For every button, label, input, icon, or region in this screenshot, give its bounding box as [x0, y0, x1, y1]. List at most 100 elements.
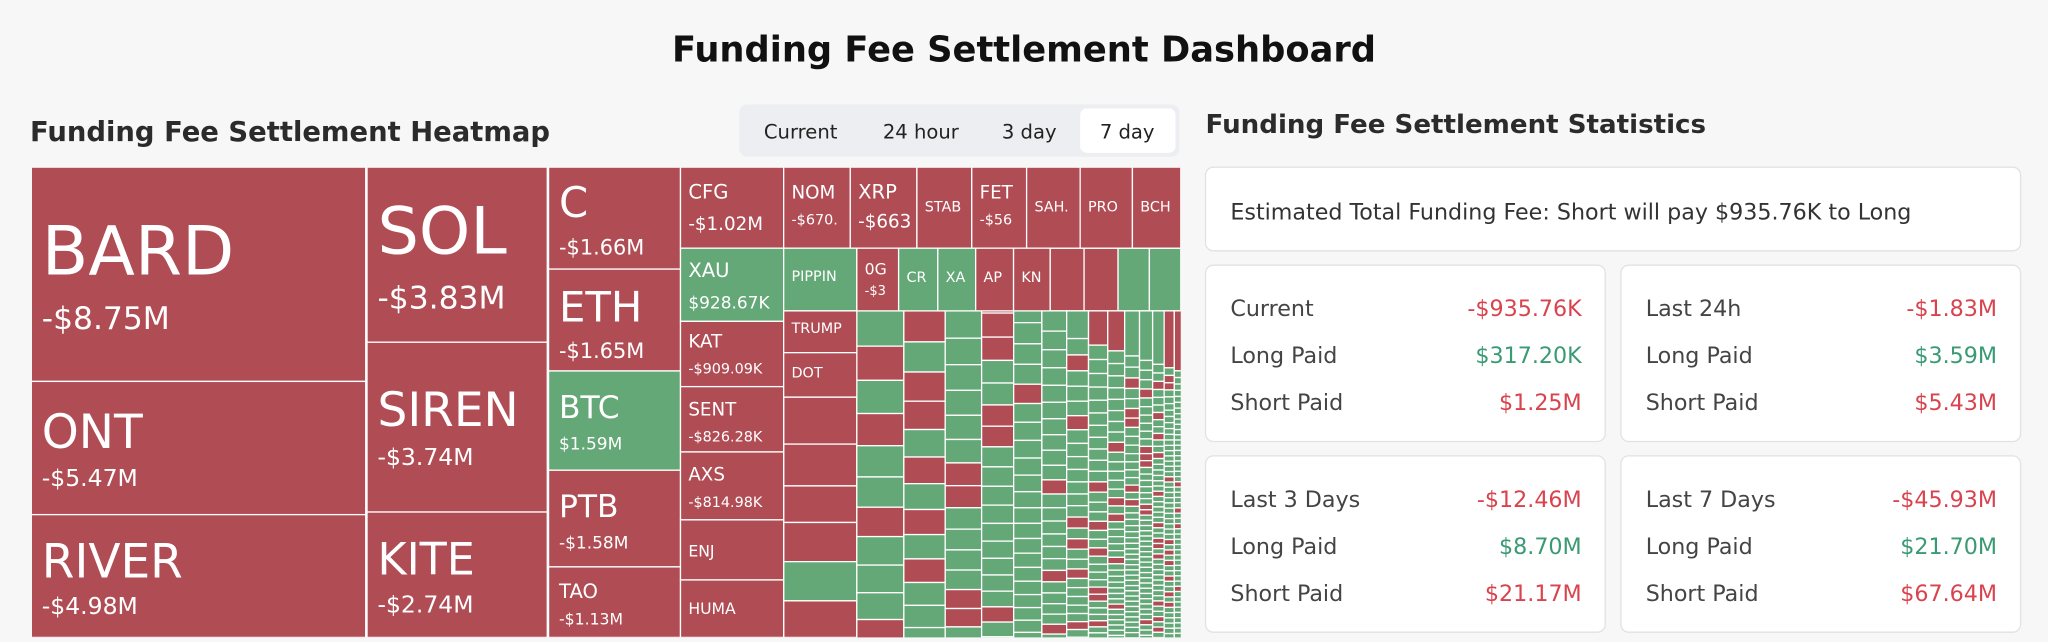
tile[interactable] [366, 511, 548, 638]
tile[interactable] [897, 247, 939, 312]
tile [1173, 310, 1181, 372]
tile [1173, 522, 1181, 530]
tile [1041, 367, 1068, 386]
tile [1087, 501, 1109, 513]
tile [1151, 574, 1165, 581]
tile [980, 540, 1015, 559]
stat-label: Long Paid [1230, 343, 1337, 369]
tile[interactable] [1131, 167, 1181, 249]
tile [1138, 613, 1154, 621]
tile [1138, 492, 1154, 500]
tile[interactable] [547, 370, 682, 471]
tile [1087, 481, 1109, 493]
tile[interactable] [679, 167, 785, 249]
tile [1151, 595, 1165, 602]
tile[interactable] [679, 247, 785, 322]
tile [903, 428, 946, 458]
tile [1163, 517, 1175, 525]
tile[interactable] [1012, 247, 1051, 312]
tile [1123, 621, 1141, 629]
tile [783, 443, 858, 487]
tile [856, 592, 905, 621]
tile [944, 507, 983, 530]
tile [1151, 553, 1165, 560]
tile-label: HUMA [688, 599, 736, 618]
tab[interactable]: 7 day [1100, 120, 1155, 143]
tile[interactable] [679, 385, 785, 453]
tile[interactable] [366, 341, 548, 513]
tile [1151, 469, 1165, 477]
tile [1173, 549, 1181, 556]
tab[interactable]: 24 hour [883, 120, 960, 143]
tile[interactable] [366, 167, 548, 343]
tile[interactable] [856, 247, 900, 312]
tile [1151, 372, 1165, 383]
tile-label: KITE [377, 535, 474, 586]
tile [1138, 540, 1154, 548]
tile [1163, 523, 1175, 530]
tile[interactable] [31, 167, 367, 383]
tab[interactable]: 3 day [1002, 120, 1057, 143]
tile [1151, 621, 1165, 628]
tile [1151, 419, 1165, 428]
tile-value: -$1.66M [559, 236, 644, 260]
tile [1066, 628, 1090, 638]
tile [1173, 517, 1181, 525]
tile [1087, 459, 1109, 472]
tile[interactable] [679, 320, 785, 388]
tile [980, 312, 1015, 338]
tile [1163, 402, 1175, 411]
tile [1138, 445, 1154, 455]
tile [903, 371, 946, 402]
tile [1138, 479, 1154, 488]
tile-value: -$670. [792, 213, 838, 229]
tile[interactable] [916, 167, 973, 249]
tile [1163, 415, 1175, 424]
tile [1151, 516, 1165, 524]
tile [1151, 380, 1165, 391]
tile [1117, 247, 1151, 312]
tile [1107, 619, 1126, 626]
tile [1163, 601, 1175, 609]
tile[interactable] [783, 167, 851, 249]
tile [1173, 413, 1181, 420]
tile [1107, 629, 1126, 637]
tile[interactable] [679, 579, 785, 638]
tile[interactable] [31, 513, 367, 638]
tile-label: BARD [42, 212, 235, 291]
tile [1123, 611, 1141, 618]
tile [1151, 506, 1165, 513]
tile [1107, 398, 1126, 412]
tile [1173, 460, 1181, 467]
tile[interactable] [849, 167, 918, 249]
tile [1066, 337, 1090, 356]
tile [1066, 481, 1090, 495]
tile [1123, 310, 1141, 357]
heatmap-title: Funding Fee Settlement Heatmap [30, 117, 550, 148]
tile [1138, 422, 1154, 432]
tile-value: -$2.74M [377, 591, 473, 619]
tile [980, 425, 1015, 448]
tile [1163, 427, 1175, 436]
tile [1151, 548, 1165, 555]
tile [856, 310, 905, 347]
tile [1151, 457, 1165, 466]
tile[interactable] [971, 167, 1028, 249]
tile [1151, 501, 1165, 508]
tile [1163, 632, 1175, 638]
tile[interactable] [547, 268, 682, 372]
tile[interactable] [1079, 167, 1134, 249]
tile[interactable] [783, 310, 858, 354]
active-tab[interactable] [1080, 108, 1176, 153]
tile[interactable] [783, 352, 858, 398]
tile [783, 485, 858, 524]
tab[interactable]: Current [764, 120, 838, 143]
tile [980, 336, 1015, 362]
tile [1151, 490, 1165, 498]
tile [1066, 538, 1090, 550]
tile[interactable] [783, 247, 858, 312]
tile-label: SOL [377, 193, 507, 269]
tile [1173, 434, 1181, 441]
stat-value: -$1.83M [1906, 296, 1997, 322]
tile [1013, 322, 1043, 345]
